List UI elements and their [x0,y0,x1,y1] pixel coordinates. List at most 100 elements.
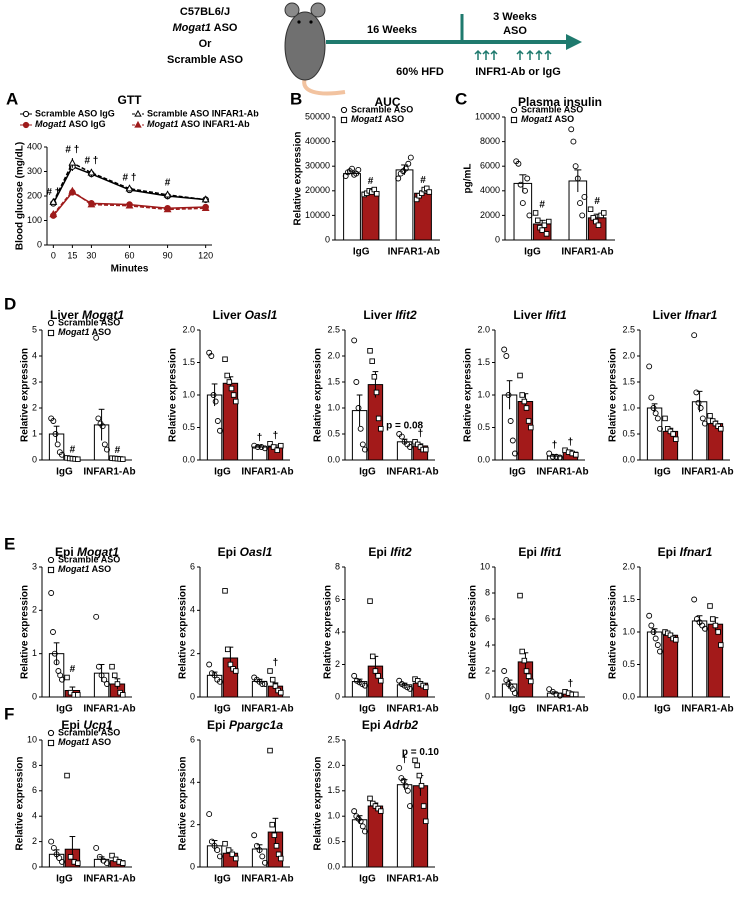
y-tick-label: 0.5 [622,428,635,438]
data-point [702,420,708,427]
bar [396,784,413,868]
data-point [53,851,60,858]
data-point [369,358,375,364]
phase-label: 16 Weeks [367,24,417,36]
data-point [573,691,579,698]
x-tick-label: 90 [163,250,173,260]
data-point [95,415,102,422]
point [163,205,172,213]
y-tick-label: 1.5 [622,376,635,386]
legend-label: Mogat1 ASO [351,114,404,124]
data-point [267,441,273,447]
data-point [269,821,275,828]
data-point [402,165,409,172]
data-point [367,598,373,604]
data-point [528,678,534,685]
x-tick-label: IgG [353,247,370,258]
chart-title: GTT [118,93,143,107]
x-tick-label: INFAR1-Ab [386,874,438,885]
annotation: # [70,445,76,456]
data-point [709,616,716,622]
bar [367,805,384,868]
y-tick-label: 6 [32,785,37,795]
data-point [98,672,105,679]
data-point [662,415,668,422]
annotation: † [402,755,408,766]
y-axis-label: Relative expression [313,757,324,851]
data-point [396,677,403,684]
y-tick-label: 50000 [305,111,330,121]
y-tick-label: 10 [480,561,490,571]
data-point [258,444,265,450]
diet: 60% HFD [396,66,444,78]
data-point [120,860,126,866]
treatment: Scramble ASO [167,54,243,66]
data-point [396,764,403,771]
y-tick-label: 1.0 [622,402,635,412]
data-point [222,588,228,594]
x-tick-label: IgG [654,467,671,478]
y-tick-label: 0 [32,454,37,464]
data-point [523,668,530,674]
bar [646,631,663,698]
y-tick-label: 0.0 [622,454,635,464]
data-point [595,222,602,228]
data-point [355,166,362,173]
data-point [271,832,278,839]
bar [395,169,414,241]
y-tick-label: 1.0 [182,389,195,399]
data-point [351,808,358,815]
data-point [523,405,530,411]
data-point [104,681,110,687]
data-point [718,642,724,648]
data-point [355,405,362,411]
y-axis-label: Relative expression [608,348,619,442]
x-tick-label: IgG [509,467,526,478]
data-point [251,442,258,449]
data-point [648,394,655,401]
data-point [52,431,59,437]
y-axis-label: Relative expression [178,585,189,679]
legend-marker [134,109,142,117]
data-point [525,418,532,424]
annotation: # † [123,172,137,183]
data-point [101,441,108,448]
y-axis-label: pg/mL [463,164,474,194]
data-point [378,678,384,684]
bar [662,634,679,698]
y-tick-label: 0 [190,861,195,871]
data-point [650,629,657,635]
y-tick-label: 4 [190,777,195,787]
annotation: # [70,664,76,675]
data-point [64,772,70,779]
data-point [233,668,239,674]
y-tick-label: 6 [190,561,195,571]
x-tick-label: INFAR1-Ab [536,704,588,715]
data-point [407,685,413,692]
data-point [369,653,376,660]
data-point [367,795,373,802]
line [52,161,206,203]
data-point [395,175,402,182]
legend-marker [22,121,30,129]
data-point [104,860,110,867]
data-point [702,625,708,632]
data-point [262,859,268,866]
legend-label: Mogat1 ASO IgG [35,119,106,129]
x-tick-label: INFAR1-Ab [681,704,733,715]
y-tick-label: 6 [190,734,195,744]
data-point [375,673,381,679]
chart-title: Liver Ifnar1 [653,308,718,322]
y-tick-label: 0 [485,691,490,701]
y-tick-label: 0 [32,691,37,701]
data-point [557,454,563,461]
mouse-eye [309,20,313,24]
y-tick-label: 0.5 [182,422,195,432]
conjunction: Or [199,38,213,50]
legend-label: Mogat1 ASO INFAR1-Ab [147,119,250,129]
point [125,201,134,209]
legend-marker [134,120,142,128]
y-axis-label: Relative expression [178,757,189,851]
timeline-arrowhead [566,34,582,50]
y-tick-label: 2 [335,659,340,669]
